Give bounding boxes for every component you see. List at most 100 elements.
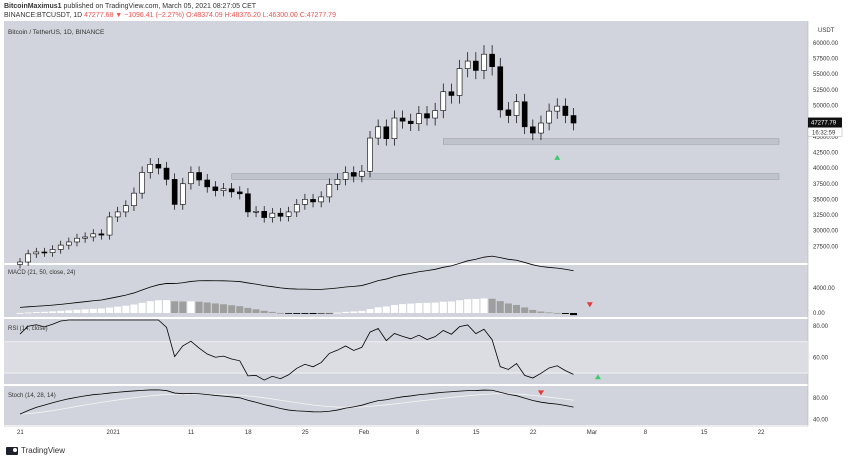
countdown-label: 16:32:59 (812, 131, 836, 137)
macd-histogram-bar (106, 307, 114, 313)
candle (375, 126, 381, 139)
macd-histogram-bar (537, 311, 545, 313)
stoch-label: Stoch (14, 28, 14) (8, 393, 56, 399)
macd-histogram-bar (472, 299, 480, 313)
publish-info: published on TradingView.com, March 05, … (63, 3, 257, 10)
macd-histogram-bar (285, 312, 293, 314)
buy-arrow-icon (554, 154, 561, 160)
candle (285, 211, 292, 217)
candle (171, 179, 178, 205)
candle (310, 199, 316, 203)
low-value: L:46300.00 (262, 12, 298, 19)
candle (74, 237, 80, 243)
candle (131, 192, 137, 206)
candle (342, 172, 349, 180)
candle (513, 101, 520, 116)
footer: TradingView (6, 446, 65, 455)
symbol-label: BINANCE:BTCUSDT, 1D (4, 12, 83, 19)
macd-histogram-bar (187, 301, 195, 313)
stoch-tick-label: 80.00 (813, 396, 829, 402)
macd-histogram-bar (114, 306, 122, 313)
macd-histogram-bar (122, 305, 130, 313)
candle (538, 122, 544, 134)
macd-histogram-bar (146, 301, 154, 313)
macd-histogram-bar (244, 307, 252, 313)
candle (399, 117, 406, 122)
candle (49, 249, 56, 253)
stoch-k-line (19, 389, 574, 415)
candle (57, 244, 64, 250)
candle (350, 172, 357, 177)
time-tick-label: 15 (473, 430, 480, 436)
chart-header: BitcoinMaximus1 published on TradingView… (4, 2, 336, 20)
candle (440, 91, 447, 111)
author-name[interactable]: BitcoinMaximus1 (4, 3, 62, 10)
rsi-tick-label: 60.00 (813, 355, 829, 361)
price-tick-label: 50000.00 (813, 104, 839, 110)
macd-histogram-bar (220, 304, 227, 313)
candle (383, 126, 390, 139)
macd-tick-label: 4000.00 (813, 286, 835, 292)
macd-histogram-bar (154, 300, 162, 313)
macd-histogram-bar (488, 298, 496, 313)
candle (456, 68, 463, 96)
price-tick-label: 55000.00 (813, 72, 839, 78)
candle (432, 110, 438, 119)
macd-histogram-bar (317, 312, 325, 314)
time-tick-label: Feb (359, 430, 370, 436)
candle (497, 66, 504, 111)
time-tick-label: 21 (17, 430, 24, 436)
macd-histogram-bar (496, 301, 504, 313)
macd-histogram-bar (171, 301, 179, 313)
price-label: 47277.79 (811, 121, 837, 127)
macd-histogram-bar (89, 308, 97, 313)
candle (554, 105, 561, 112)
macd-histogram-bar (423, 302, 431, 313)
ohlc-line: BINANCE:BTCUSDT, 1D 47277.68 ▼ −1096.41 … (4, 11, 336, 20)
close-value: C:47277.79 (299, 12, 336, 19)
macd-histogram-bar (529, 309, 537, 313)
candle (33, 251, 40, 255)
macd-histogram-bar (252, 309, 260, 313)
rsi-line (19, 319, 574, 381)
candle (448, 91, 455, 96)
time-tick-label: 22 (530, 430, 537, 436)
buy-arrow-icon (594, 374, 601, 380)
macd-histogram-bar (228, 305, 236, 313)
publish-line: BitcoinMaximus1 published on TradingView… (4, 2, 336, 11)
macd-histogram-bar (382, 306, 390, 313)
candle (359, 170, 365, 177)
macd-line (19, 255, 574, 308)
candle (473, 60, 479, 71)
macd-histogram-bar (130, 304, 138, 313)
price-tick-label: 60000.00 (813, 41, 839, 47)
macd-histogram-bar (97, 308, 105, 313)
macd-histogram-bar (342, 311, 350, 313)
macd-histogram-bar (521, 307, 529, 313)
time-tick-label: Mar (587, 430, 597, 436)
macd-histogram-bar (447, 301, 455, 313)
candle (123, 205, 129, 213)
candle (570, 115, 577, 124)
macd-histogram-bar (374, 307, 382, 313)
macd-histogram-bar (545, 312, 553, 314)
candle (326, 184, 333, 198)
candle (98, 233, 105, 236)
high-value: H:48376.20 (224, 12, 261, 19)
macd-histogram-bar (553, 312, 561, 314)
macd-histogram-bar (407, 303, 415, 313)
macd-histogram-bar (513, 304, 521, 313)
macd-label: MACD (21, 50, close, 24) (8, 270, 75, 276)
tradingview-logo-icon (6, 446, 18, 455)
candle (147, 164, 154, 173)
brand-name[interactable]: TradingView (21, 446, 66, 455)
candle (17, 261, 23, 265)
candle (277, 212, 284, 217)
candle (521, 101, 528, 128)
chart-title: Bitcoin / TetherUS, 1D, BINANCE (8, 29, 105, 36)
price-tick-label: 27500.00 (813, 244, 839, 250)
stoch-tick-label: 40.00 (813, 418, 829, 424)
price-tick-label: 45000.00 (813, 135, 839, 141)
candle (196, 172, 202, 181)
macd-histogram-bar (431, 302, 439, 313)
